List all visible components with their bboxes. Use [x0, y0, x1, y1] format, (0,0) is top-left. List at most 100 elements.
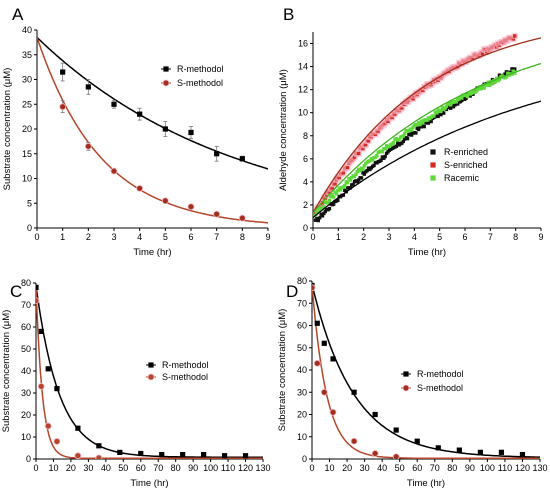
data-point: [456, 447, 462, 453]
x-axis-title: Time (hr): [133, 247, 171, 258]
legend-marker: [162, 79, 170, 87]
x-tick-label: 1: [336, 232, 341, 242]
x-tick-label: 4: [137, 232, 142, 242]
x-axis-title: Time (hr): [408, 247, 446, 258]
x-tick-label: 8: [240, 232, 245, 242]
data-point: [351, 389, 357, 395]
y-tick-label: 12: [298, 85, 308, 95]
data-point: [96, 443, 102, 449]
legend-label: Racemic: [444, 173, 480, 183]
data-point: [513, 71, 517, 75]
y-tick-label: 0: [302, 454, 307, 464]
panel-label: B: [283, 5, 294, 24]
plot-area: [312, 282, 540, 459]
series-s-methodol: [59, 100, 246, 222]
x-tick-label: 60: [136, 463, 146, 473]
data-point: [435, 445, 441, 451]
data-point: [498, 449, 505, 455]
data-point: [479, 86, 484, 91]
x-tick-label: 6: [462, 232, 467, 242]
data-point: [477, 449, 483, 455]
data-point: [137, 111, 143, 117]
data-point: [162, 126, 168, 132]
data-point: [38, 328, 44, 334]
data-point: [519, 451, 526, 458]
y-axis-title: Substrate concentration (μM): [277, 309, 288, 432]
panel-label: C: [10, 282, 22, 301]
legend-label: S-methodol: [162, 372, 208, 382]
y-tick-label: 80: [297, 276, 307, 286]
x-tick-label: 90: [465, 463, 475, 473]
data-point: [37, 382, 45, 390]
data-point: [221, 453, 228, 459]
data-point: [213, 210, 221, 218]
data-point: [393, 427, 399, 433]
data-point: [357, 151, 361, 156]
data-point: [361, 146, 365, 151]
data-point: [362, 172, 366, 176]
x-tick-label: 4: [412, 232, 417, 242]
data-point: [488, 83, 492, 88]
data-point: [513, 34, 517, 38]
data-point: [370, 158, 375, 162]
data-point: [386, 119, 390, 124]
legend-label: S-methodol: [417, 383, 463, 393]
x-axis-title: Time (hr): [130, 478, 168, 489]
data-point: [365, 168, 369, 173]
data-point: [322, 205, 326, 209]
data-point: [372, 411, 378, 418]
data-point: [355, 169, 360, 174]
data-point: [444, 104, 449, 108]
data-point: [460, 98, 464, 103]
legend-marker: [402, 384, 410, 392]
data-point: [136, 184, 144, 192]
data-point: [330, 356, 336, 362]
data-point: [117, 449, 123, 455]
legend-marker: [430, 149, 436, 155]
data-point: [405, 136, 410, 141]
data-point: [476, 87, 481, 91]
x-tick-label: 80: [447, 463, 457, 473]
series-r-methodol: [60, 62, 245, 162]
data-point: [336, 189, 340, 193]
data-point: [330, 193, 334, 197]
data-point: [513, 67, 517, 71]
y-tick-label: 40: [22, 25, 32, 35]
data-point: [425, 118, 429, 122]
data-point: [409, 133, 414, 137]
data-point: [333, 182, 337, 186]
data-point: [337, 175, 341, 180]
fit-curve: [313, 100, 541, 219]
x-tick-label: 0: [310, 232, 315, 242]
y-tick-label: 5: [27, 198, 32, 208]
x-tick-label: 40: [377, 463, 387, 473]
x-tick-label: 1: [60, 232, 65, 242]
legend-label: R-methodol: [162, 360, 209, 370]
y-tick-label: 20: [21, 410, 31, 420]
data-point: [468, 94, 472, 98]
data-point: [322, 211, 326, 216]
data-point: [54, 386, 60, 392]
plot-area: [36, 284, 263, 459]
data-point: [36, 284, 39, 290]
fit-curve-r-methodol: [36, 285, 263, 458]
data-point: [414, 131, 418, 135]
data-point: [380, 150, 385, 154]
data-point: [494, 76, 499, 81]
data-point: [390, 115, 394, 120]
y-tick-label: 60: [297, 321, 307, 331]
data-point: [403, 132, 407, 136]
data-point: [320, 388, 328, 396]
fit-curve-s-methodol: [37, 37, 268, 224]
x-tick-label: 3: [111, 232, 116, 242]
data-point: [503, 72, 507, 76]
x-tick-label: 70: [153, 463, 163, 473]
data-point: [95, 454, 103, 459]
data-point: [397, 137, 401, 142]
data-point: [316, 218, 321, 223]
series-r-methodol: [36, 284, 249, 459]
data-point: [75, 425, 81, 431]
x-tick-label: 0: [34, 232, 39, 242]
data-point: [440, 105, 445, 110]
